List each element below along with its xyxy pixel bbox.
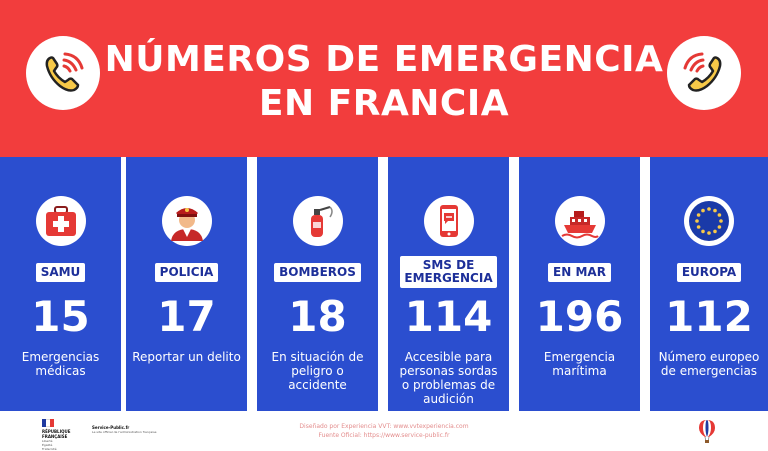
rf-motto-1: Liberté: [42, 439, 53, 443]
column-bomberos: BOMBEROS 18 En situación de peligro o ac…: [257, 157, 378, 411]
french-flag-icon: [42, 419, 54, 427]
service-label-line-2: EMERGENCIA: [404, 271, 493, 285]
title-line-1: NÚMEROS DE EMERGENCIA: [104, 39, 664, 80]
service-label-text: EN MAR: [548, 263, 611, 282]
ship-icon: [519, 195, 640, 247]
column-samu: SAMU 15 Emergencias médicas: [0, 157, 121, 411]
phone-ringing-icon: [26, 36, 100, 110]
emergency-number: 17: [157, 292, 216, 341]
service-public-name: Service-Public.fr: [92, 425, 130, 430]
title-line-2: EN FRANCIA: [258, 83, 510, 124]
service-description: En situación de peligro o accidente: [271, 350, 364, 392]
service-label: POLICIA: [126, 261, 247, 282]
service-description: Accesible para personas sordas o problem…: [399, 350, 498, 406]
service-public-logo: Service-Public.fr Le site officiel de l'…: [92, 425, 157, 434]
emergency-number: 114: [404, 292, 493, 341]
emergency-number: 15: [31, 292, 90, 341]
credit-designer: Diseñado por Experiencia VVT: www.vvtexp…: [299, 423, 469, 430]
credit-source: Fuente Oficial: https://www.service-publ…: [318, 432, 450, 439]
service-label: EUROPA: [650, 261, 768, 282]
republique-francaise-logo: RÉPUBLIQUE FRANÇAISE Liberté Égalité Fra…: [42, 419, 82, 451]
rf-line-1: RÉPUBLIQUE: [42, 429, 71, 434]
rf-motto-3: Fraternité: [42, 447, 57, 451]
service-label-line-1: SMS DE: [422, 258, 475, 272]
service-label: BOMBEROS: [257, 261, 378, 282]
service-description: Número europeo de emergencias: [658, 350, 760, 378]
rf-line-2: FRANÇAISE: [42, 434, 68, 439]
column-en-mar: EN MAR 196 Emergencia marítima: [519, 157, 640, 411]
service-label: SMS DE EMERGENCIA: [388, 256, 509, 288]
eu-flag-icon: [650, 195, 768, 247]
page-title: NÚMEROS DE EMERGENCIA EN FRANCIA: [0, 38, 768, 126]
service-description: Emergencias médicas: [21, 350, 100, 378]
rf-motto-2: Égalité: [42, 443, 53, 447]
column-europa: EUROPA 112 Número europeo de emergencias: [650, 157, 768, 411]
service-public-subtitle: Le site officiel de l'administration fra…: [92, 430, 157, 434]
phone-ringing-icon: [667, 36, 741, 110]
header-banner: NÚMEROS DE EMERGENCIA EN FRANCIA: [0, 0, 768, 157]
column-sms-emergencia: SMS DE EMERGENCIA 114 Accesible para per…: [388, 157, 509, 411]
service-label: EN MAR: [519, 261, 640, 282]
emergency-number: 18: [288, 292, 347, 341]
service-label-text: EUROPA: [676, 263, 742, 282]
emergency-number: 112: [665, 292, 753, 341]
service-label-text: BOMBEROS: [274, 263, 361, 282]
column-policia: POLICIA 17 Reportar un delito: [126, 157, 247, 411]
service-label-text: POLICIA: [154, 263, 219, 282]
footer: RÉPUBLIQUE FRANÇAISE Liberté Égalité Fra…: [0, 411, 768, 451]
service-description: Emergencia marítima: [543, 350, 616, 378]
emergency-number: 196: [535, 292, 624, 341]
fire-extinguisher-icon: [257, 195, 378, 247]
service-label: SAMU: [0, 261, 121, 282]
credits: Diseñado por Experiencia VVT: www.vvtexp…: [0, 422, 768, 440]
service-label-text: SMS DE EMERGENCIA: [400, 256, 497, 288]
first-aid-kit-icon: [0, 195, 121, 247]
police-officer-icon: [126, 195, 247, 247]
service-label-text: SAMU: [35, 263, 86, 282]
sms-phone-icon: [388, 195, 509, 247]
service-description: Reportar un delito: [132, 350, 241, 364]
hot-air-balloon-icon: [697, 419, 717, 449]
